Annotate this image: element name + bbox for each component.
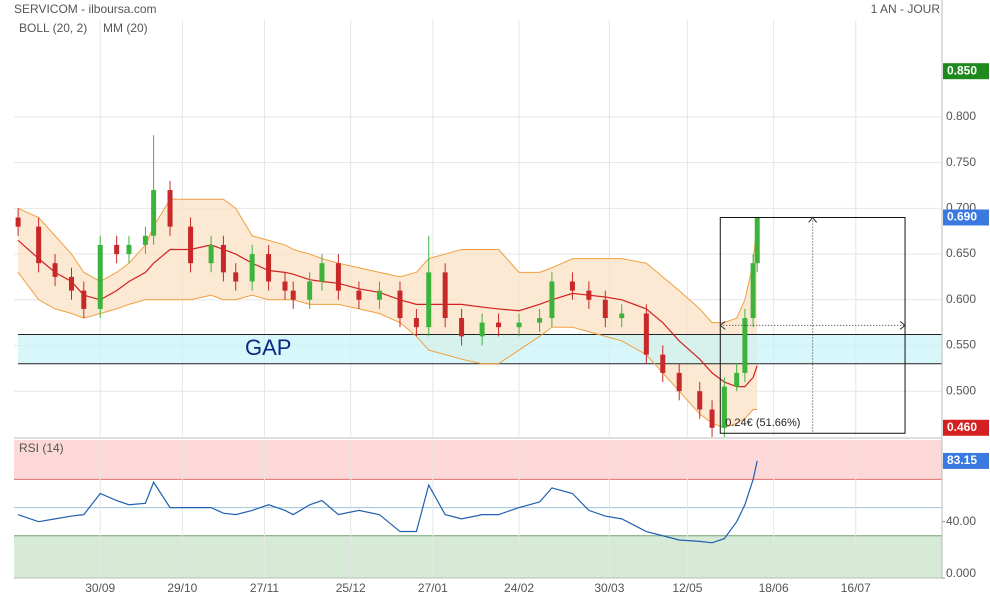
candle-body	[459, 318, 465, 337]
x-tick-label: 30/03	[594, 581, 624, 595]
boll-lower	[17, 272, 758, 429]
candle-body	[721, 386, 727, 428]
candle-body	[569, 281, 575, 291]
candle-body	[496, 322, 502, 328]
x-tick-label: 27/01	[418, 581, 448, 595]
candle-body	[619, 313, 625, 319]
candle-body	[413, 318, 419, 328]
x-tick-label: 12/05	[672, 581, 702, 595]
candle-body	[81, 290, 87, 309]
candle-body	[68, 276, 74, 291]
chart-title: SERVICOM - ilboursa.com	[14, 2, 156, 16]
oversold-zone	[14, 535, 942, 578]
period-label: 1 AN - JOUR	[871, 2, 941, 16]
y-tick-label: 0.500	[946, 383, 976, 397]
price-marker	[943, 452, 989, 469]
candle-body	[586, 290, 592, 300]
rsi-tick-label: 0.000	[946, 566, 976, 580]
price-marker	[943, 419, 989, 436]
candle-body	[114, 244, 120, 255]
measure-arrow	[719, 216, 906, 330]
y-tick-label: 0.800	[946, 109, 976, 123]
x-tick-label: 30/09	[85, 581, 115, 595]
rsi-legend: RSI (14)	[19, 441, 64, 455]
overbought-zone	[14, 440, 942, 480]
candle-body	[266, 254, 272, 282]
x-tick-label: 18/06	[759, 581, 789, 595]
candle-body	[643, 313, 649, 355]
candle-body	[602, 299, 608, 319]
candle-body	[754, 217, 760, 264]
candle-body	[290, 290, 296, 300]
candle-body	[220, 244, 226, 273]
x-tick-label: 16/07	[841, 581, 871, 595]
candle-body	[15, 217, 21, 227]
candle-body	[188, 226, 194, 264]
y-tick-label: 0.650	[946, 246, 976, 260]
candle-body	[376, 290, 382, 300]
x-tick-label: 24/02	[504, 581, 534, 595]
candle-body	[233, 272, 239, 282]
x-tick-label: 29/10	[167, 581, 197, 595]
x-tick-label: 25/12	[336, 581, 366, 595]
candle-body	[734, 372, 740, 387]
price-marker-label: 83.15	[947, 453, 977, 467]
price-marker-label: 0.690	[947, 210, 977, 224]
candle-body	[426, 272, 432, 328]
price-marker-label: 0.460	[947, 420, 977, 434]
candle-body	[307, 281, 313, 300]
candle-body	[142, 235, 148, 245]
price-marker	[943, 63, 989, 80]
candle-body	[97, 244, 103, 309]
candle-body	[52, 263, 58, 277]
candle-body	[442, 272, 448, 319]
legend-entry: MM (20)	[103, 21, 148, 35]
moving-average	[17, 239, 758, 388]
candle-body	[709, 409, 715, 428]
rsi-line	[17, 460, 758, 544]
candle-body	[676, 372, 682, 392]
candle-body	[335, 263, 341, 291]
candle-body	[126, 244, 132, 255]
price-marker-label: 0.850	[947, 63, 977, 77]
boll-upper	[17, 198, 758, 324]
candle-body	[549, 281, 555, 319]
candle-body	[742, 318, 748, 373]
gap-zone	[18, 334, 942, 364]
rsi-tick-label: 40.00	[946, 514, 976, 528]
gap-label: GAP	[245, 335, 291, 360]
candle-body	[660, 354, 666, 373]
candle-body	[750, 263, 756, 319]
candle-body	[319, 263, 325, 282]
candle-body	[516, 322, 522, 328]
x-tick-label: 27/11	[250, 581, 279, 595]
candle-body	[282, 281, 288, 291]
y-tick-label: 0.600	[946, 292, 976, 306]
price-marker	[943, 209, 989, 226]
candle-body	[151, 190, 157, 236]
candle-body	[167, 190, 173, 227]
band-fill	[18, 199, 758, 428]
candle-body	[479, 322, 485, 337]
candle-body	[356, 290, 362, 300]
candle-body	[208, 244, 214, 264]
y-tick-label: 0.750	[946, 155, 976, 169]
candle-body	[36, 226, 42, 264]
candle-body	[397, 290, 403, 319]
y-tick-label: 0.550	[946, 338, 976, 352]
candle-body	[697, 391, 703, 410]
legend-entry: BOLL (20, 2)	[19, 21, 87, 35]
candle-body	[249, 254, 255, 282]
measure-label: 0.24€ (51.66%)	[725, 417, 800, 429]
candle-body	[537, 318, 543, 323]
